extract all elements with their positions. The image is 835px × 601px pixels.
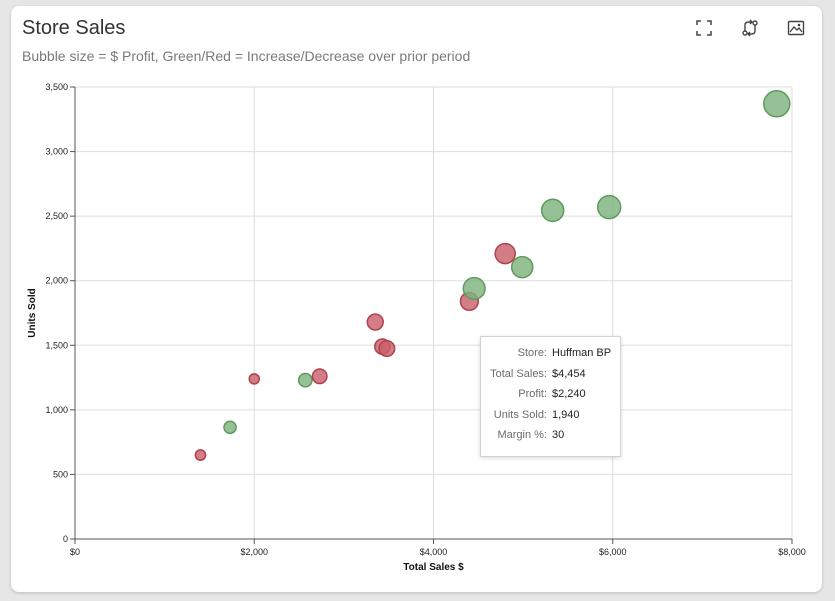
chart-card: Store Sales Bubble size = $ Profit, Gree… — [11, 6, 822, 592]
transform-icon — [742, 19, 758, 37]
bubble-decrease — [494, 242, 516, 265]
bubble-increase — [763, 90, 791, 118]
bubble-decrease — [311, 368, 328, 385]
scatter-chart: $0 $2,000 $4,000 $6,000 $8,000 0 500 1,000 1,500… — [27, 82, 806, 573]
chart-title: Store Sales — [22, 17, 126, 39]
tooltip: Store: Huffman BP Total Sales: $4,454 Pr… — [480, 336, 621, 457]
y-tick-label: 1,000 — [45, 405, 68, 415]
tooltip-row-margin: Margin %: 30 — [497, 429, 565, 441]
tooltip-row-profit: Profit: $2,240 — [518, 388, 586, 400]
transform-button[interactable] — [740, 18, 760, 38]
bubble-increase — [596, 194, 622, 220]
x-tick-label: $4,000 — [420, 547, 448, 557]
bubble-increase — [462, 276, 486, 301]
bubble-increase — [223, 420, 237, 435]
y-tick-label: 3,500 — [45, 82, 68, 92]
y-axis-title: Units Sold — [27, 288, 38, 337]
bubble-decrease — [378, 339, 396, 358]
bubble-decrease — [194, 449, 207, 461]
bubble-increase — [510, 255, 534, 279]
tooltip-row-store: Store: Huffman BP — [517, 347, 612, 359]
fullscreen-icon — [696, 20, 712, 36]
tooltip-row-total-sales: Total Sales: $4,454 — [490, 368, 586, 380]
y-tick-label: 500 — [53, 469, 68, 479]
bubble-decrease — [248, 373, 261, 385]
x-tick-label: $0 — [70, 547, 80, 557]
x-axis-title: Total Sales $ — [403, 562, 464, 573]
bubble-increase — [297, 372, 313, 388]
y-tick-label: 0 — [63, 534, 68, 544]
fullscreen-button[interactable] — [694, 18, 714, 38]
y-tick-label: 3,000 — [45, 147, 68, 157]
y-tick-label: 2,500 — [45, 211, 68, 221]
bubble-increase — [540, 198, 565, 223]
x-tick-label: $8,000 — [778, 547, 806, 557]
y-tick-label: 1,500 — [45, 340, 68, 350]
image-export-button[interactable] — [786, 18, 806, 38]
x-tick-label: $6,000 — [599, 547, 627, 557]
chart-subtitle: Bubble size = $ Profit, Green/Red = Incr… — [22, 48, 471, 64]
x-tick-label: $2,000 — [240, 547, 268, 557]
bubble-decrease — [366, 313, 384, 331]
y-tick-label: 2,000 — [45, 276, 68, 286]
image-export-icon — [787, 20, 805, 36]
tooltip-row-units-sold: Units Sold: 1,940 — [493, 409, 580, 421]
